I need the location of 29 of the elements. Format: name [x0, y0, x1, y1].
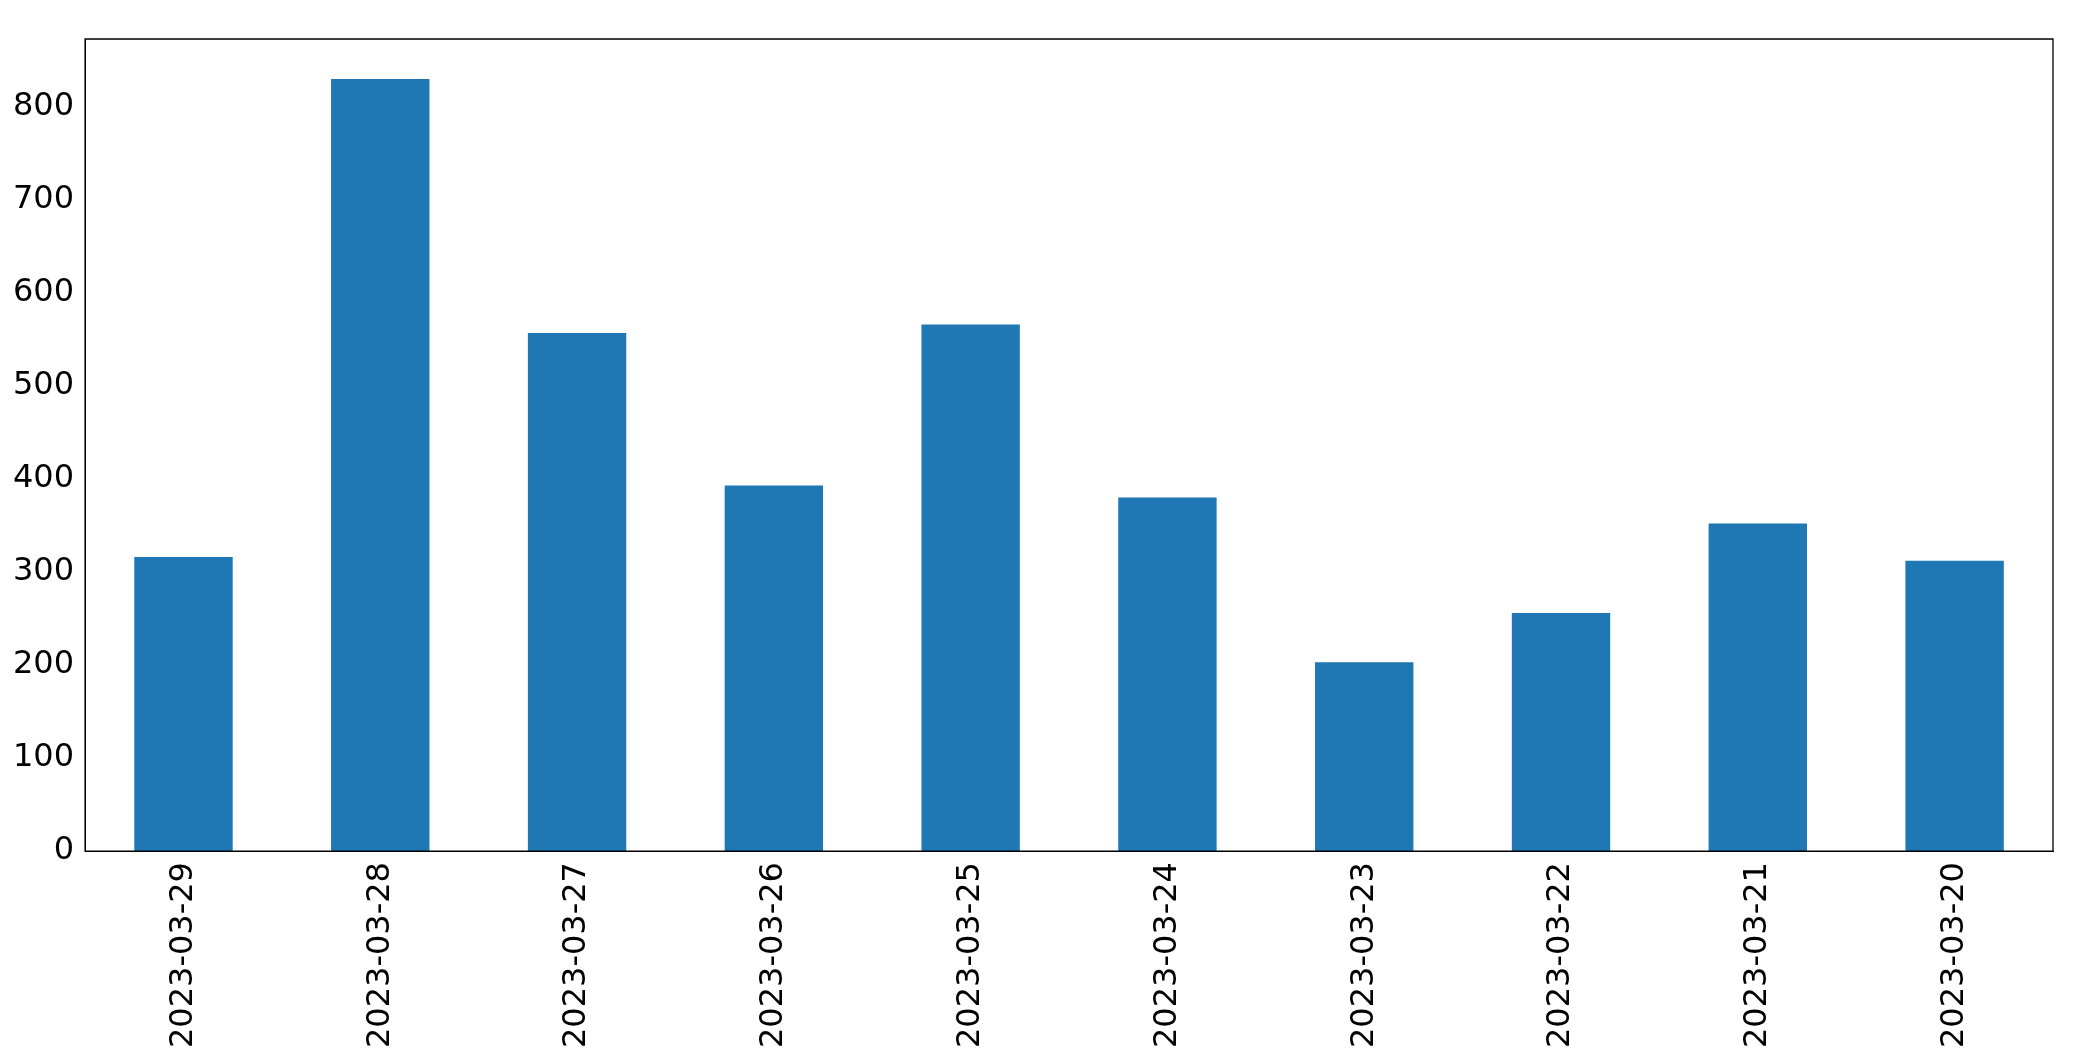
bar	[1315, 662, 1414, 852]
x-tick-label: 2023-03-28	[358, 862, 397, 1048]
x-tick-label: 2023-03-27	[555, 862, 594, 1048]
x-tick-label: 2023-03-26	[752, 862, 791, 1048]
x-tick-label: 2023-03-21	[1736, 862, 1775, 1048]
bar	[134, 557, 233, 852]
y-tick-label: 0	[53, 829, 75, 868]
bar	[1511, 612, 1611, 852]
y-tick-label: 300	[13, 550, 75, 589]
bar	[1905, 560, 2004, 852]
x-tick-label: 2023-03-29	[161, 862, 200, 1048]
bar	[1708, 523, 1808, 852]
x-tick-label: 2023-03-22	[1539, 862, 1578, 1048]
x-tick-label: 2023-03-20	[1932, 862, 1971, 1048]
y-tick-label: 600	[13, 271, 75, 310]
y-tick-label: 700	[13, 178, 75, 217]
y-tick-label: 100	[13, 736, 75, 775]
bar	[331, 79, 430, 852]
x-tick-label: 2023-03-25	[948, 862, 987, 1048]
bar	[724, 485, 824, 852]
y-tick-label: 500	[13, 364, 75, 403]
bar	[527, 332, 627, 852]
y-tick-label: 200	[13, 643, 75, 682]
bar	[1118, 497, 1217, 852]
y-tick-label: 400	[13, 457, 75, 496]
y-tick-label: 800	[13, 85, 75, 124]
x-tick-label: 2023-03-23	[1342, 862, 1381, 1048]
bar	[921, 324, 1020, 852]
x-tick-label: 2023-03-24	[1145, 862, 1184, 1048]
